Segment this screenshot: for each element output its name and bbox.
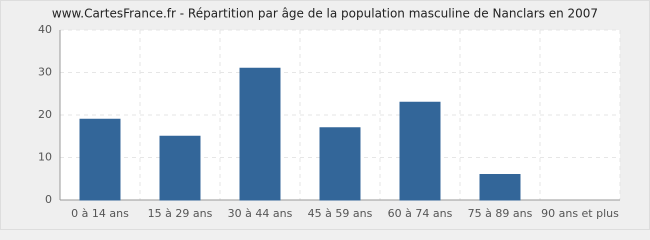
y-tick-label: 20 — [38, 108, 52, 121]
y-tick-label: 10 — [38, 151, 52, 164]
x-tick-label: 75 à 89 ans — [468, 207, 533, 220]
x-tick-label: 90 ans et plus — [541, 207, 619, 220]
chart: www.CartesFrance.fr - Répartition par âg… — [0, 0, 650, 230]
y-tick-label: 40 — [38, 23, 52, 36]
x-tick-label: 0 à 14 ans — [71, 207, 129, 220]
bar — [79, 118, 121, 201]
x-tick-label: 30 à 44 ans — [228, 207, 293, 220]
bar — [239, 67, 281, 201]
y-tick-label: 0 — [45, 193, 52, 206]
chart-title: www.CartesFrance.fr - Répartition par âg… — [52, 7, 598, 21]
bar — [159, 135, 201, 201]
x-tick-label: 45 à 59 ans — [308, 207, 373, 220]
x-tick-label: 60 à 74 ans — [388, 207, 453, 220]
x-tick-label: 15 à 29 ans — [148, 207, 213, 220]
bar — [399, 101, 441, 201]
y-tick-label: 30 — [38, 66, 52, 79]
bar — [319, 127, 361, 201]
bar — [479, 174, 521, 201]
